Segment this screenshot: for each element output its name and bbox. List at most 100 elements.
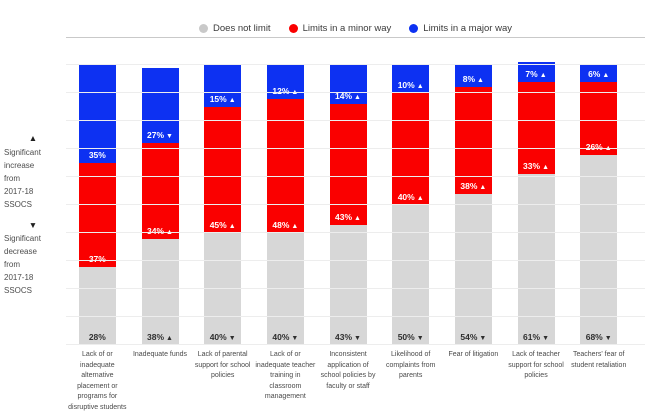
segment-value-label: 54% ▼ bbox=[460, 332, 487, 342]
segment-value-label: 45% ▲ bbox=[209, 220, 236, 230]
bar-segment: 38% ▲ bbox=[454, 87, 492, 194]
up-triangle-icon: ▲ bbox=[479, 183, 487, 191]
segment-value-label: 50% ▼ bbox=[397, 332, 424, 342]
up-triangle-icon: ▲ bbox=[477, 77, 484, 85]
category-label: Lack of teacher support for school polic… bbox=[508, 351, 564, 379]
segment-value-label: 38% ▲ bbox=[147, 332, 173, 342]
bar-column: 68%▼26%▲6%▲ bbox=[567, 38, 630, 345]
up-triangle-icon: ▲ bbox=[291, 223, 299, 230]
gridline bbox=[66, 232, 645, 233]
gridline bbox=[66, 288, 645, 289]
stacked-bar: 40% ▼ 45% ▲ 15% ▲ bbox=[204, 65, 242, 345]
down-triangle-icon: ▼ bbox=[291, 335, 299, 342]
segment-value-label: 38% ▲ bbox=[460, 180, 487, 191]
bar-segment: 54% ▼ bbox=[454, 193, 492, 345]
category-label: Lack of or inadequate teacher training i… bbox=[255, 351, 316, 400]
segment-value-label: 37% bbox=[88, 253, 106, 264]
segment-value-label: 43% ▲ bbox=[335, 211, 361, 222]
bar-segment: 38% ▲ bbox=[141, 238, 179, 345]
plot-area: 28% 37% 35% 38%▲ 34%▲ 27%▼ 40%▼ 45%▲ 15%▲ 40%▼ 48%… bbox=[66, 37, 645, 345]
bar-segment: 40% ▼ bbox=[204, 233, 242, 345]
bar-segment: 15% ▲ bbox=[204, 65, 242, 107]
bar-segment: 37% bbox=[78, 163, 116, 267]
segment-value-label: 14% ▲ bbox=[335, 91, 361, 102]
up-triangle-icon: ▲ bbox=[542, 164, 549, 172]
bar-column: 40%▼ 48%▲ 12%▲ bbox=[254, 38, 317, 345]
segment-value-label: 10% ▲ bbox=[397, 80, 424, 90]
increase-note-text: Significant increase from 2017-18 SSOCS bbox=[4, 147, 41, 209]
legend-dot-icon bbox=[288, 23, 298, 33]
bar-columns: 28% 37% 35% 38%▲ 34%▲ 27%▼ 40%▼ 45%▲ 15%▲ 40%▼ 48%… bbox=[66, 38, 630, 345]
category-label: Lack of or inadequate alternative placem… bbox=[68, 351, 127, 411]
bar-column: 28% 37% 35% bbox=[66, 38, 129, 345]
bar-segment: 12%▲ bbox=[266, 65, 304, 99]
down-triangle-icon: ▼ bbox=[28, 219, 38, 230]
category-label: Fear of litigation bbox=[448, 351, 499, 358]
up-triangle-icon: ▲ bbox=[354, 94, 361, 102]
up-triangle-icon: ▲ bbox=[228, 223, 236, 230]
gridline bbox=[66, 260, 645, 261]
stacked-bar: 50% ▼ 40% ▲ 10% ▲ bbox=[392, 65, 430, 345]
legend-item-0: Does not limit bbox=[199, 23, 271, 34]
chart-legend: Does not limit Limits in a minor way Limit… bbox=[66, 20, 645, 36]
bar-segment: 7% ▲ bbox=[517, 62, 555, 82]
up-triangle-icon: ▲ bbox=[539, 71, 547, 79]
down-triangle-icon: ▼ bbox=[166, 133, 173, 141]
bar-column: 61% ▼ 33% ▲ 7% ▲ bbox=[505, 38, 568, 345]
segment-value-label: 28% bbox=[88, 332, 106, 342]
up-triangle-icon: ▲ bbox=[166, 335, 173, 342]
category-label: Inadequate funds bbox=[132, 351, 188, 358]
segment-value-label: 68% ▼ bbox=[585, 332, 612, 342]
bar-column: 40% ▼ 45% ▲ 15% ▲ bbox=[191, 38, 254, 345]
bar-segment: 33% ▲ bbox=[517, 81, 555, 175]
gridline bbox=[66, 120, 645, 121]
up-triangle-icon: ▲ bbox=[602, 71, 610, 79]
gridline bbox=[66, 316, 645, 317]
decrease-note-text: Significant decrease from 2017-18 SSOCS bbox=[4, 234, 41, 296]
bar-segment: 10% ▲ bbox=[392, 65, 430, 93]
segment-value-label: 6% ▲ bbox=[588, 68, 610, 79]
bar-segment: 34%▲ bbox=[141, 143, 179, 239]
bar-segment: 6% ▲ bbox=[580, 65, 618, 82]
up-triangle-icon: ▲ bbox=[228, 97, 236, 104]
segment-value-label: 40% ▼ bbox=[209, 332, 236, 342]
gridline bbox=[66, 148, 645, 149]
segment-value-label: 35% bbox=[88, 150, 106, 161]
down-triangle-icon: ▼ bbox=[604, 335, 612, 342]
segment-value-label: 43% ▼ bbox=[335, 332, 361, 342]
legend-label: Does not limit bbox=[213, 22, 271, 34]
segment-value-label: 7% ▲ bbox=[525, 68, 547, 79]
stacked-bar: 68%▼26%▲6%▲ bbox=[580, 65, 618, 345]
down-triangle-icon: ▼ bbox=[542, 335, 549, 342]
segment-value-label: 15% ▲ bbox=[209, 94, 236, 104]
gridline bbox=[66, 176, 645, 177]
bar-segment: 8% ▲ bbox=[454, 65, 492, 88]
stacked-bar: 40%▼ 48%▲ 12%▲ bbox=[266, 65, 304, 345]
up-triangle-icon: ▲ bbox=[416, 83, 424, 90]
segment-value-label: 27% ▼ bbox=[147, 130, 173, 141]
bar-column: 43% ▼ 43% ▲ 14% ▲ bbox=[317, 38, 380, 345]
change-legend: ▲ Significant increase from 2017-18 SSOC… bbox=[4, 132, 62, 298]
segment-value-label: 8% ▲ bbox=[462, 74, 484, 85]
up-triangle-icon: ▲ bbox=[28, 133, 38, 143]
category-axis: Lack of or inadequate alternative placem… bbox=[66, 350, 645, 413]
bar-segment: 68% ▼ bbox=[580, 154, 618, 345]
gridline bbox=[66, 204, 645, 205]
bar-segment: 45% ▲ bbox=[204, 107, 242, 233]
gridline bbox=[66, 92, 645, 93]
bar-column: 38%▲ 34%▲ 27%▼ bbox=[129, 38, 192, 345]
down-triangle-icon: ▼ bbox=[479, 335, 487, 342]
legend-dot-icon bbox=[409, 23, 419, 33]
bar-segment: 43% ▼ bbox=[329, 224, 367, 345]
down-triangle-icon: ▼ bbox=[354, 335, 361, 342]
up-triangle-icon: ▲ bbox=[354, 214, 361, 222]
legend-dot-icon bbox=[199, 23, 209, 33]
bar-segment: 14% ▲ bbox=[329, 65, 367, 105]
legend-item-2: Limits in a major way bbox=[409, 23, 512, 34]
decrease-note: ▼ Significant decrease from 2017-18 SSOC… bbox=[4, 219, 62, 299]
category-label: Teachers' fear of student retaliation bbox=[571, 351, 627, 369]
bar-segment: 40% ▼ bbox=[266, 233, 304, 345]
stacked-bar: 38%▲ 34%▲ 27%▼ bbox=[141, 67, 179, 345]
bar-segment: 50% ▼ bbox=[392, 205, 430, 345]
